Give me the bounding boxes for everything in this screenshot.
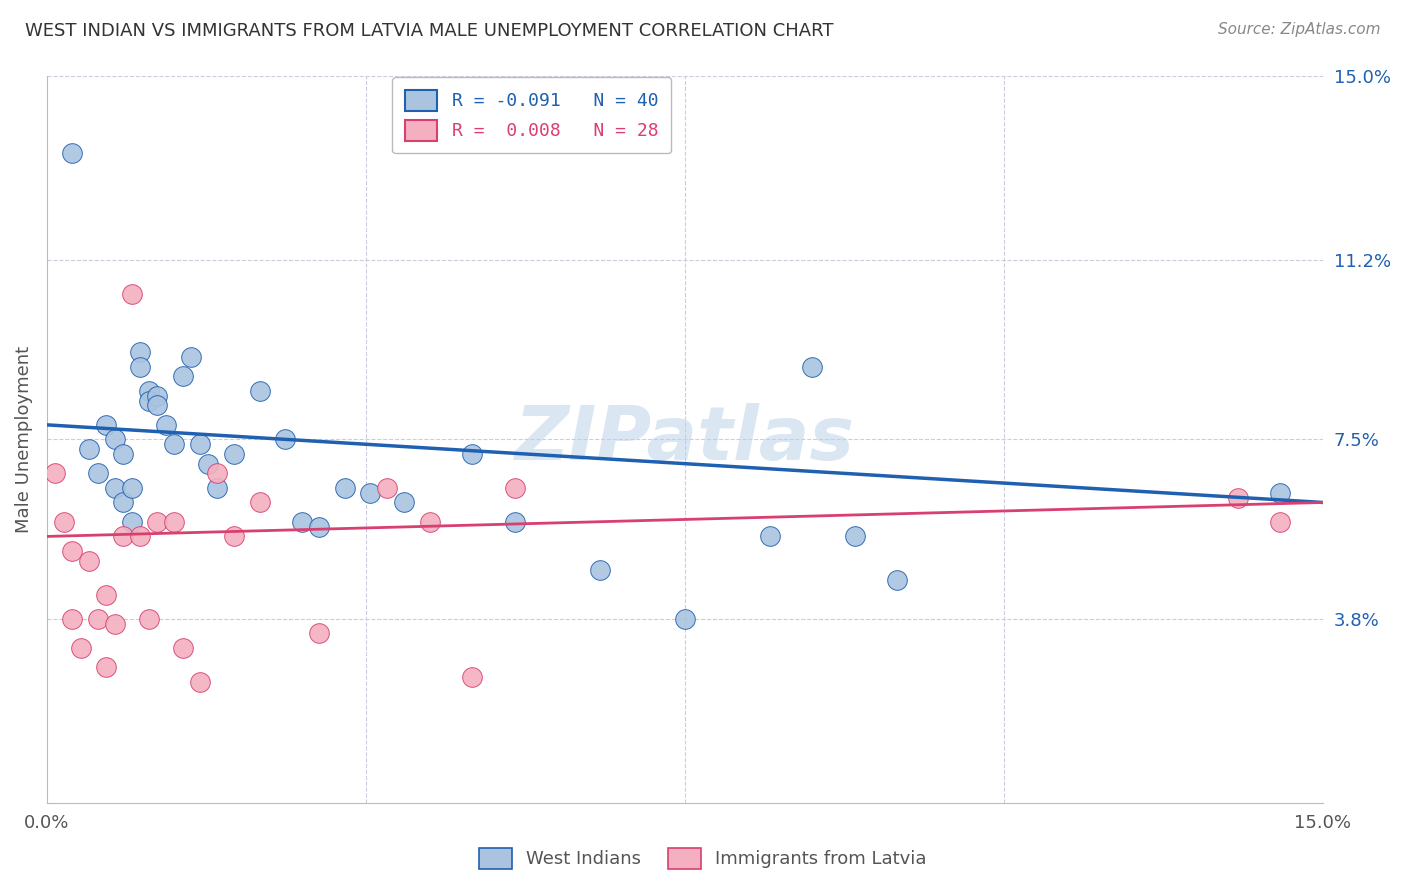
Point <box>79 442 101 456</box>
Point <box>60 612 83 626</box>
Point <box>87 467 110 481</box>
Point <box>129 529 152 543</box>
Point <box>801 359 824 374</box>
Point <box>222 529 245 543</box>
Point <box>155 417 177 432</box>
Point <box>274 433 297 447</box>
Point <box>503 481 526 495</box>
Point <box>104 433 127 447</box>
Point <box>44 467 66 481</box>
Point <box>79 554 101 568</box>
Point <box>308 626 330 640</box>
Point <box>886 573 908 587</box>
Point <box>205 481 228 495</box>
Point <box>60 544 83 558</box>
Point <box>172 640 194 655</box>
Point <box>249 384 271 398</box>
Point <box>146 399 169 413</box>
Point <box>205 467 228 481</box>
Point <box>121 515 143 529</box>
Point <box>146 389 169 403</box>
Point <box>52 515 75 529</box>
Point <box>87 612 110 626</box>
Point <box>1270 485 1292 500</box>
Point <box>112 447 135 461</box>
Point <box>146 515 169 529</box>
Point <box>188 437 211 451</box>
Text: ZIPatlas: ZIPatlas <box>515 403 855 476</box>
Point <box>96 588 118 602</box>
Point <box>96 417 118 432</box>
Point <box>844 529 866 543</box>
Point <box>1270 515 1292 529</box>
Point <box>589 563 612 577</box>
Point <box>180 350 202 364</box>
Legend: West Indians, Immigrants from Latvia: West Indians, Immigrants from Latvia <box>472 840 934 876</box>
Point <box>461 670 484 684</box>
Text: WEST INDIAN VS IMMIGRANTS FROM LATVIA MALE UNEMPLOYMENT CORRELATION CHART: WEST INDIAN VS IMMIGRANTS FROM LATVIA MA… <box>25 22 834 40</box>
Point <box>104 481 127 495</box>
Point <box>121 481 143 495</box>
Point <box>96 660 118 674</box>
Text: Source: ZipAtlas.com: Source: ZipAtlas.com <box>1218 22 1381 37</box>
Point <box>419 515 441 529</box>
Point <box>163 515 186 529</box>
Point <box>291 515 314 529</box>
Point <box>129 345 152 359</box>
Point <box>359 485 381 500</box>
Point <box>138 393 160 408</box>
Point <box>112 495 135 509</box>
Y-axis label: Male Unemployment: Male Unemployment <box>15 346 32 533</box>
Point <box>70 640 93 655</box>
Point <box>197 457 219 471</box>
Point <box>308 520 330 534</box>
Point <box>112 529 135 543</box>
Point <box>222 447 245 461</box>
Point <box>333 481 356 495</box>
Point <box>503 515 526 529</box>
Point <box>461 447 484 461</box>
Point <box>129 359 152 374</box>
Point <box>172 369 194 384</box>
Point <box>138 384 160 398</box>
Point <box>104 616 127 631</box>
Point <box>375 481 398 495</box>
Point <box>138 612 160 626</box>
Point <box>249 495 271 509</box>
Point <box>188 675 211 690</box>
Point <box>121 286 143 301</box>
Point <box>1226 491 1249 505</box>
Point <box>673 612 696 626</box>
Point <box>163 437 186 451</box>
Point <box>759 529 782 543</box>
Point <box>392 495 415 509</box>
Point <box>60 146 83 161</box>
Legend: R = -0.091   N = 40, R =  0.008   N = 28: R = -0.091 N = 40, R = 0.008 N = 28 <box>392 78 671 153</box>
